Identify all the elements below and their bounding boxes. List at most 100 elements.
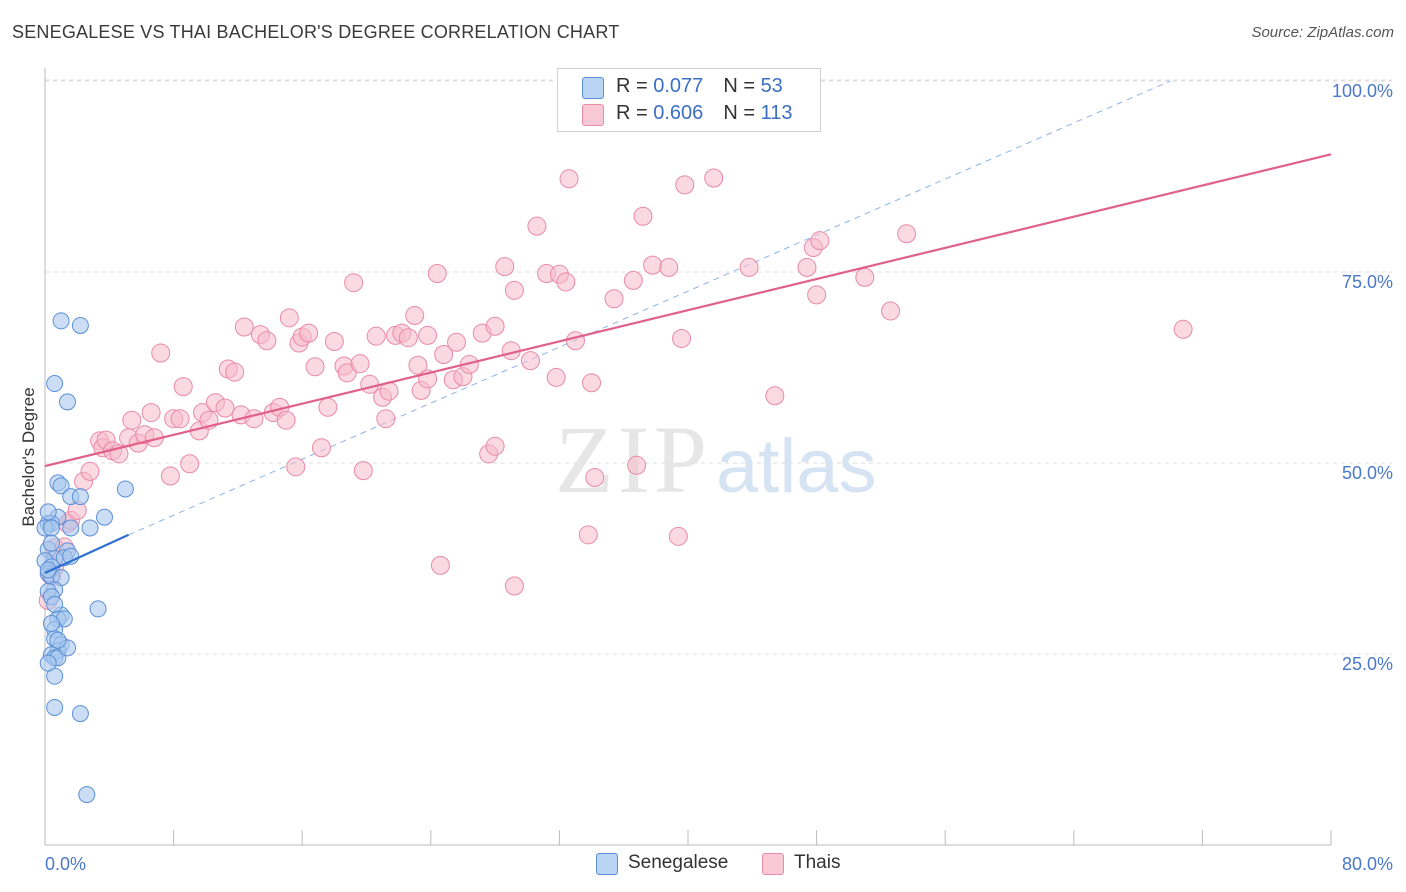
thais-point bbox=[897, 224, 917, 244]
watermark: ZIP atlas bbox=[555, 406, 877, 513]
senegalese-point bbox=[42, 614, 60, 632]
x-tick-label: 0.0% bbox=[45, 854, 86, 874]
thais-point bbox=[244, 409, 264, 429]
thais-point bbox=[324, 332, 344, 352]
thais-point bbox=[881, 301, 901, 321]
thais-point bbox=[504, 576, 524, 596]
senegalese-point bbox=[42, 519, 60, 537]
thais-point bbox=[556, 272, 576, 292]
thais-point bbox=[578, 525, 598, 545]
bottom-legend-label-thais: Thais bbox=[794, 852, 841, 873]
senegalese-point bbox=[39, 561, 57, 579]
thais-point bbox=[427, 264, 447, 284]
senegalese-point bbox=[78, 786, 96, 804]
thais-point bbox=[659, 257, 679, 277]
thais-point bbox=[141, 403, 161, 423]
thais-point bbox=[559, 169, 579, 189]
tick-labels: 25.0% 50.0% 75.0% 100.0% 0.0% 80.0% bbox=[45, 81, 1393, 874]
legend-r-label: R = bbox=[616, 75, 654, 97]
grid-lines bbox=[45, 79, 1392, 655]
bottom-legend-label-senegalese: Senegalese bbox=[628, 852, 729, 873]
thais-trend-line bbox=[44, 153, 1332, 468]
thais-point bbox=[376, 409, 396, 429]
thais-point bbox=[485, 436, 505, 456]
thais-point bbox=[170, 409, 190, 429]
senegalese-point bbox=[71, 316, 89, 334]
thais-point bbox=[225, 362, 245, 382]
thais-point bbox=[495, 257, 515, 277]
bottom-legend-swatch-senegalese bbox=[596, 853, 618, 875]
thais-point bbox=[633, 206, 653, 226]
senegalese-point bbox=[49, 631, 67, 649]
thais-point bbox=[434, 345, 454, 365]
chart-title: SENEGALESE VS THAI BACHELOR'S DEGREE COR… bbox=[12, 22, 620, 42]
thais-point bbox=[672, 328, 692, 348]
senegalese-point bbox=[46, 595, 64, 613]
thais-point bbox=[485, 316, 505, 336]
thais-point bbox=[797, 257, 817, 277]
thais-point bbox=[675, 175, 695, 195]
thais-point bbox=[627, 455, 647, 475]
thais-points bbox=[38, 168, 1193, 611]
senegalese-point bbox=[71, 488, 89, 506]
senegalese-point bbox=[42, 534, 60, 552]
legend-n-label: N = bbox=[723, 75, 761, 97]
thais-point bbox=[504, 280, 524, 300]
thais-point bbox=[807, 285, 827, 305]
legend-n-value-thais: 113 bbox=[760, 102, 793, 124]
senegalese-point bbox=[95, 508, 113, 526]
y-tick-label: 75.0% bbox=[1342, 272, 1393, 292]
thais-point bbox=[527, 216, 547, 236]
thais-point bbox=[418, 325, 438, 345]
legend-r-value-senegalese: 0.077 bbox=[653, 75, 704, 97]
thais-point bbox=[408, 355, 428, 375]
senegalese-point bbox=[71, 705, 89, 723]
source-label: Source: ZipAtlas.com bbox=[1251, 24, 1394, 41]
legend-n-label: N = bbox=[723, 102, 761, 124]
legend-r-label: R = bbox=[616, 102, 654, 124]
thais-point bbox=[623, 270, 643, 290]
senegalese-point bbox=[59, 393, 77, 411]
y-tick-label: 25.0% bbox=[1342, 654, 1393, 674]
axes bbox=[44, 68, 1332, 846]
reference-line bbox=[128, 80, 1171, 536]
thais-point bbox=[366, 326, 386, 346]
thais-point bbox=[180, 454, 200, 474]
thais-point bbox=[122, 410, 142, 430]
legend-r-value-thais: 0.606 bbox=[653, 102, 704, 124]
thais-point bbox=[344, 273, 364, 293]
senegalese-point bbox=[81, 519, 99, 537]
x-tick-label: 80.0% bbox=[1342, 854, 1393, 874]
thais-point bbox=[353, 461, 373, 481]
thais-point bbox=[279, 308, 299, 328]
thais-point bbox=[810, 231, 830, 251]
trend-lines bbox=[44, 153, 1332, 575]
thais-point bbox=[173, 377, 193, 397]
thais-point bbox=[257, 331, 277, 351]
senegalese-point bbox=[39, 503, 57, 521]
thais-point bbox=[299, 323, 319, 343]
y-tick-label: 100.0% bbox=[1332, 81, 1393, 101]
thais-point bbox=[215, 398, 235, 418]
thais-point bbox=[604, 289, 624, 309]
thais-point bbox=[318, 397, 338, 417]
legend-swatch-thais bbox=[582, 104, 604, 126]
y-tick-label: 50.0% bbox=[1342, 463, 1393, 483]
thais-point bbox=[520, 351, 540, 371]
senegalese-point bbox=[46, 375, 64, 393]
thais-point bbox=[276, 410, 296, 430]
senegalese-trend-line bbox=[44, 533, 130, 575]
senegalese-point bbox=[116, 480, 134, 498]
senegalese-point bbox=[52, 477, 70, 495]
thais-point bbox=[405, 306, 425, 326]
thais-point bbox=[160, 466, 180, 486]
thais-point bbox=[1173, 319, 1193, 339]
thais-point bbox=[546, 367, 566, 387]
thais-point bbox=[855, 267, 875, 287]
senegalese-points bbox=[36, 312, 134, 804]
watermark-atlas: atlas bbox=[716, 424, 877, 509]
thais-point bbox=[234, 317, 254, 337]
bottom-legend-swatch-thais bbox=[762, 853, 784, 875]
thais-point bbox=[447, 332, 467, 352]
